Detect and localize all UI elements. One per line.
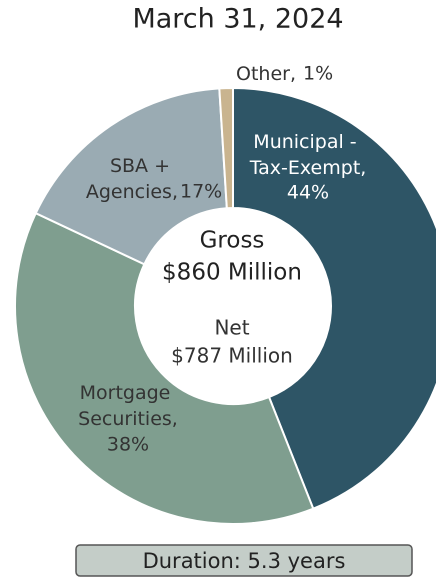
value-label: 44% — [287, 182, 329, 204]
slice — [218, 86, 234, 210]
slice-label: Mortgage Securities, — [78, 382, 178, 430]
center-label: $787 Million — [171, 344, 293, 368]
value-label: 38% — [107, 434, 149, 456]
center-label: $860 Million — [162, 260, 302, 286]
value-label: 17% — [180, 181, 222, 203]
slice-label: Other, — [236, 63, 296, 85]
slice — [34, 87, 228, 266]
center-label: Gross — [200, 228, 265, 254]
chart-title: March 31, 2024 — [132, 4, 343, 35]
slice-label: SBA + Agencies, — [86, 155, 178, 203]
slice-label: Municipal - Tax-Exempt, — [249, 131, 367, 179]
footnote: Duration: 5.3 years — [143, 549, 346, 573]
footnote-box — [75, 544, 413, 577]
slice — [232, 86, 436, 510]
value-label: 1% — [303, 63, 333, 85]
center-label: Net — [214, 316, 249, 340]
slice — [14, 211, 315, 525]
donut — [14, 86, 436, 525]
